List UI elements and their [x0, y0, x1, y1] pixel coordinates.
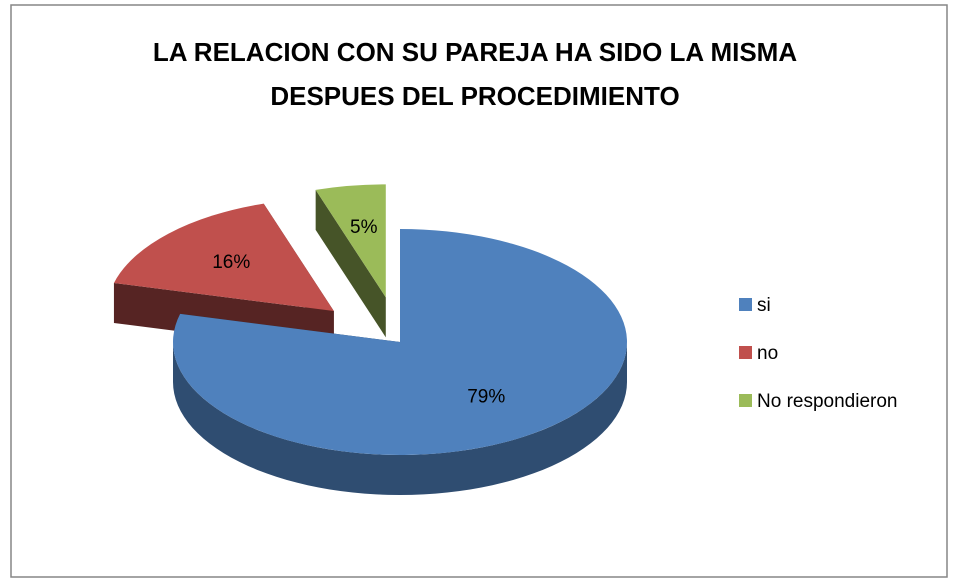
legend-swatch — [739, 394, 752, 407]
legend-label: No respondieron — [757, 391, 897, 412]
slice — [172, 229, 627, 455]
legend-swatch — [739, 298, 752, 311]
legend-label: no — [757, 343, 778, 364]
legend-label: si — [757, 295, 771, 316]
slice — [113, 203, 334, 312]
slice-radial-side — [315, 189, 386, 338]
chart-title: LA RELACION CON SU PAREJA HA SIDO LA MIS… — [152, 37, 798, 111]
data-label: 79% — [467, 386, 505, 407]
slice-outer-side — [173, 342, 627, 495]
legend-swatch — [739, 346, 752, 359]
data-label: 16% — [212, 252, 250, 273]
slice — [315, 184, 386, 298]
data-label: 5% — [350, 217, 378, 238]
